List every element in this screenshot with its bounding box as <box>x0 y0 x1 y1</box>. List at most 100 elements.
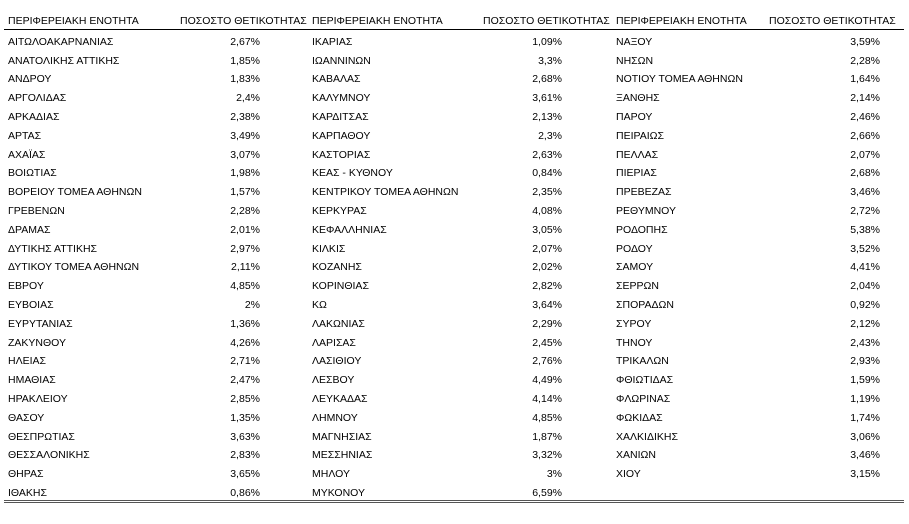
region-name: ΡΟΔΟΠΗΣ <box>616 223 668 236</box>
region-name: ΠΡΕΒΕΖΑΣ <box>616 186 672 199</box>
region-name: ΝΟΤΙΟΥ ΤΟΜΕΑ ΑΘΗΝΩΝ <box>616 73 743 86</box>
region-name: ΠΕΙΡΑΙΩΣ <box>616 129 664 142</box>
positivity-rate: 1,36% <box>230 317 260 330</box>
region-name: ΣΥΡΟΥ <box>616 317 652 330</box>
positivity-rate: 4,85% <box>230 280 260 293</box>
region-name: ΑΡΓΟΛΙΔΑΣ <box>8 92 67 105</box>
positivity-rate: 3,46% <box>850 449 880 462</box>
region-name: ΚΕΝΤΡΙΚΟΥ ΤΟΜΕΑ ΑΘΗΝΩΝ <box>312 186 459 199</box>
region-name: ΘΑΣΟΥ <box>8 411 45 424</box>
region-name: ΠΕΛΛΑΣ <box>616 148 659 161</box>
region-name: ΒΟΙΩΤΙΑΣ <box>8 167 57 180</box>
positivity-rate: 3,49% <box>230 129 260 142</box>
region-name: ΔΥΤΙΚΗΣ ΑΤΤΙΚΗΣ <box>8 242 98 255</box>
positivity-rate: 6,59% <box>532 487 562 499</box>
positivity-rate: 3,06% <box>850 430 880 443</box>
region-name: ΖΑΚΥΝΘΟΥ <box>8 336 67 349</box>
positivity-rate: 5,38% <box>850 223 880 236</box>
region-name: ΡΟΔΟΥ <box>616 242 653 255</box>
region-name: ΙΚΑΡΙΑΣ <box>312 35 353 48</box>
region-name: ΚΟΡΙΝΘΙΑΣ <box>312 280 369 293</box>
positivity-rate: 2,4% <box>236 92 260 105</box>
region-name: ΗΡΑΚΛΕΙΟΥ <box>8 393 68 405</box>
region-name: ΗΛΕΙΑΣ <box>8 355 47 368</box>
region-name: ΛΑΣΙΘΙΟΥ <box>312 355 362 368</box>
region-name: ΑΡΚΑΔΙΑΣ <box>8 111 60 123</box>
positivity-rate: 3,05% <box>532 223 562 236</box>
positivity-rate: 2,3% <box>538 129 562 142</box>
region-name: ΘΕΣΠΡΩΤΙΑΣ <box>8 430 75 443</box>
positivity-rate: 3,52% <box>850 242 880 255</box>
positivity-rate: 1,09% <box>532 35 562 48</box>
region-name: ΛΕΣΒΟΥ <box>312 374 355 387</box>
region-name: ΚΙΛΚΙΣ <box>312 242 346 255</box>
positivity-rate: 2,38% <box>230 111 260 123</box>
positivity-rate: 1,59% <box>850 374 880 387</box>
region-name: ΛΑΚΩΝΙΑΣ <box>312 317 365 330</box>
region-name: ΚΕΡΚΥΡΑΣ <box>312 205 367 217</box>
positivity-rate: 2,76% <box>532 355 562 368</box>
positivity-rate: 4,41% <box>850 261 880 274</box>
bottom-rule <box>4 500 904 503</box>
region-name: ΓΡΕΒΕΝΩΝ <box>8 205 65 217</box>
positivity-rate: 3,65% <box>230 468 260 481</box>
positivity-rate: 1,57% <box>230 186 260 199</box>
positivity-rate: 1,87% <box>532 430 562 443</box>
positivity-rate: 1,98% <box>230 167 260 180</box>
region-name: ΤΗΝΟΥ <box>616 336 653 349</box>
region-name: ΣΑΜΟΥ <box>616 261 654 274</box>
positivity-rate: 2,63% <box>532 148 562 161</box>
region-name: ΦΘΙΩΤΙΔΑΣ <box>616 374 674 387</box>
positivity-rate: 4,49% <box>532 374 562 387</box>
positivity-rate: 3% <box>546 468 562 481</box>
positivity-rate: 2,93% <box>850 355 880 368</box>
region-name: ΠΑΡΟΥ <box>616 111 653 123</box>
positivity-rate: 2,72% <box>850 205 880 217</box>
region-name: ΠΙΕΡΙΑΣ <box>616 167 657 180</box>
region-name: ΧΙΟΥ <box>616 468 641 481</box>
region-name: ΜΥΚΟΝΟΥ <box>312 487 366 499</box>
header-rule <box>4 29 904 30</box>
positivity-rate: 2% <box>244 299 260 311</box>
positivity-rate: 3,46% <box>850 186 880 199</box>
positivity-rate: 4,14% <box>532 393 562 405</box>
region-name: ΣΠΟΡΑΔΩΝ <box>616 299 674 311</box>
region-name: ΚΑΒΑΛΑΣ <box>312 73 361 86</box>
region-name: ΘΗΡΑΣ <box>8 468 44 481</box>
column-header: ΠΕΡΙΦΕΡΕΙΑΚΗ ΕΝΟΤΗΤΑ <box>8 15 139 27</box>
region-name: ΑΧΑΪΑΣ <box>8 148 46 161</box>
region-name: ΦΛΩΡΙΝΑΣ <box>616 393 671 405</box>
region-name: ΝΑΞΟΥ <box>616 35 653 48</box>
positivity-rate: 2,11% <box>231 261 260 274</box>
region-name: ΣΕΡΡΩΝ <box>616 280 659 293</box>
positivity-rate: 2,82% <box>532 280 562 293</box>
region-name: ΚΑΡΠΑΘΟΥ <box>312 129 371 142</box>
positivity-rate: 2,46% <box>850 111 880 123</box>
positivity-rate: 2,45% <box>532 336 562 349</box>
positivity-rate: 4,26% <box>230 336 260 349</box>
region-name: ΛΕΥΚΑΔΑΣ <box>312 393 368 405</box>
region-name: ΚΕΦΑΛΛΗΝΙΑΣ <box>312 223 387 236</box>
region-name: ΙΘΑΚΗΣ <box>8 487 47 499</box>
positivity-rate: 1,35% <box>230 411 260 424</box>
positivity-rate: 2,28% <box>230 205 260 217</box>
region-name: ΚΩ <box>312 299 327 311</box>
region-name: ΛΗΜΝΟΥ <box>312 411 358 424</box>
region-name: ΗΜΑΘΙΑΣ <box>8 374 56 387</box>
column-header: ΠΟΣΟΣΤΟ ΘΕΤΙΚΟΤΗΤΑΣ <box>769 15 896 27</box>
region-name: ΜΗΛΟΥ <box>312 468 350 481</box>
positivity-rate: 1,83% <box>230 73 260 86</box>
region-name: ΑΙΤΩΛΟΑΚΑΡΝΑΝΙΑΣ <box>8 35 114 48</box>
positivity-rate: 2,97% <box>230 242 260 255</box>
region-name: ΤΡΙΚΑΛΩΝ <box>616 355 669 368</box>
positivity-rate: 2,66% <box>850 129 880 142</box>
region-name: ΔΡΑΜΑΣ <box>8 223 51 236</box>
positivity-rate: 2,71% <box>230 355 260 368</box>
region-name: ΕΒΡΟΥ <box>8 280 44 293</box>
positivity-rate: 2,68% <box>532 73 562 86</box>
region-name: ΑΡΤΑΣ <box>8 129 42 142</box>
region-name: ΔΥΤΙΚΟΥ ΤΟΜΕΑ ΑΘΗΝΩΝ <box>8 261 140 274</box>
region-name: ΡΕΘΥΜΝΟΥ <box>616 205 677 217</box>
positivity-rate: 4,08% <box>532 205 562 217</box>
